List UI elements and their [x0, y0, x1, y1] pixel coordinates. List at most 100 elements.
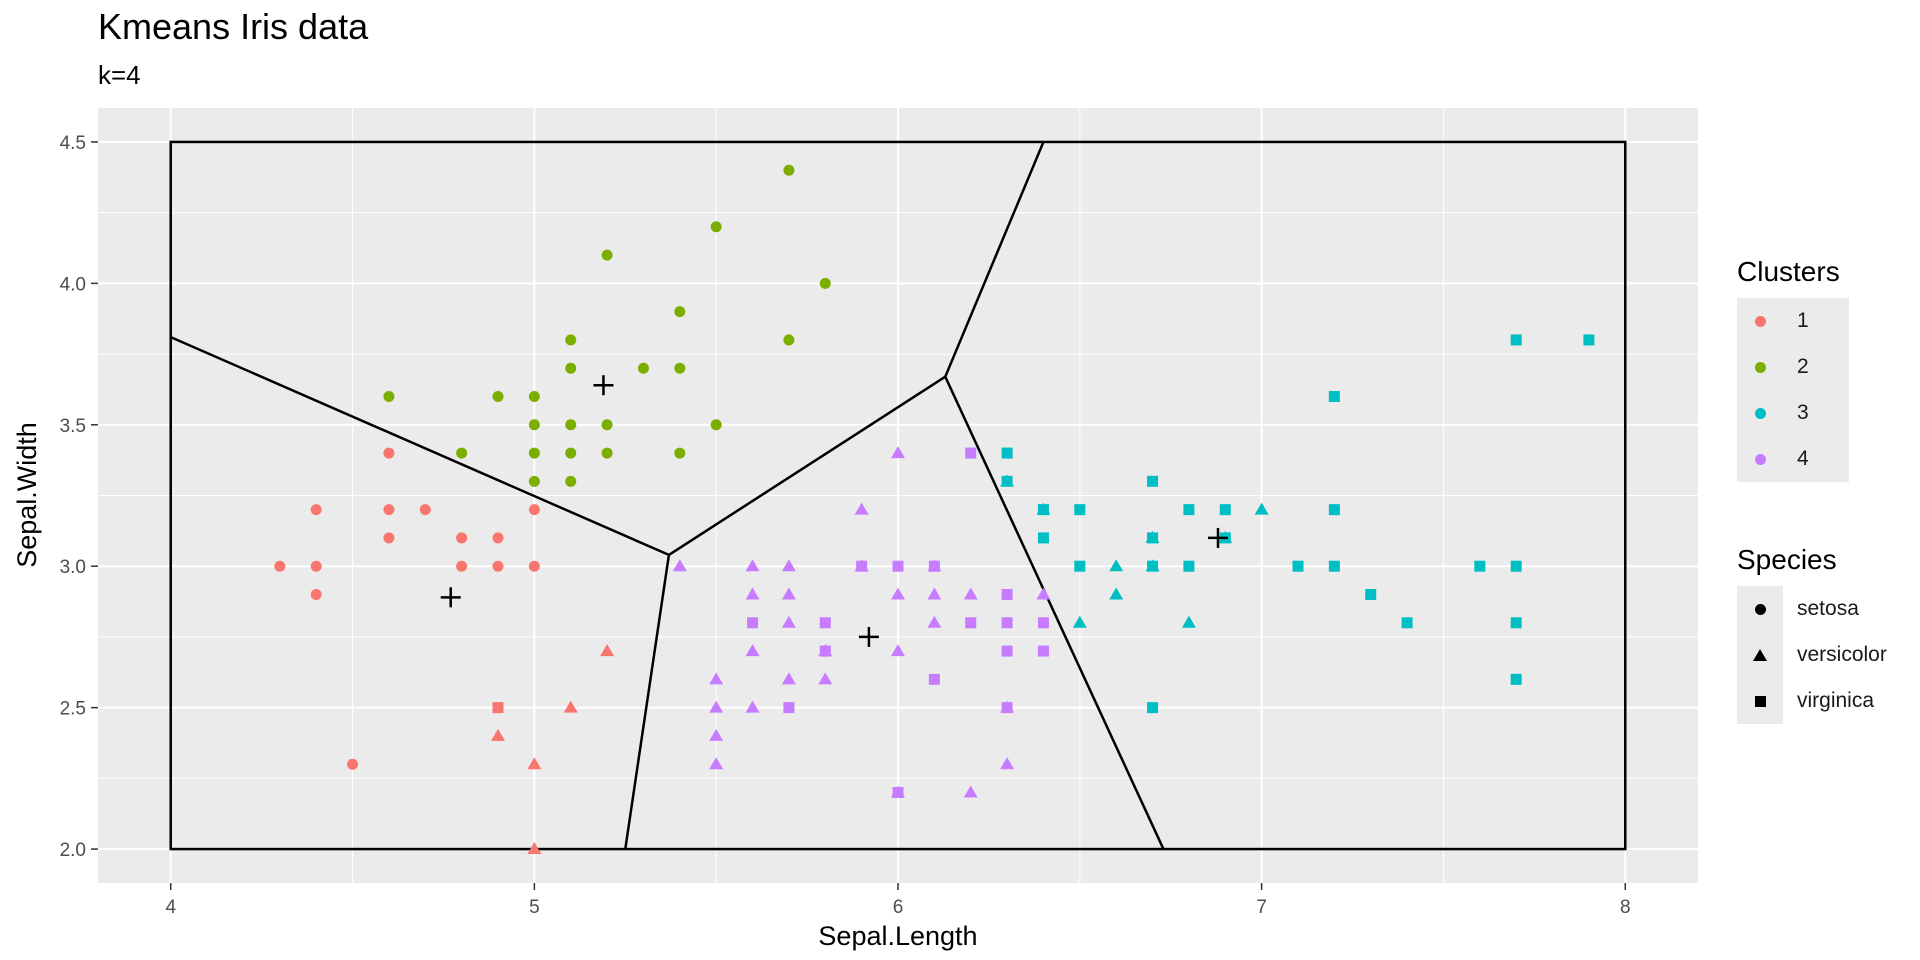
- data-point: [565, 362, 577, 374]
- data-point: [1510, 334, 1522, 346]
- data-point: [1072, 615, 1087, 628]
- legend-symbol: [1754, 407, 1766, 419]
- data-points: [274, 164, 1595, 855]
- y-tick-label: 3.0: [60, 557, 86, 578]
- data-point: [1037, 645, 1049, 657]
- data-point: [1328, 560, 1340, 572]
- legend-label: virginica: [1797, 689, 1875, 712]
- data-point: [928, 673, 940, 685]
- legend-key: [1737, 436, 1783, 482]
- legend-label: versicolor: [1797, 643, 1887, 666]
- data-point: [781, 587, 796, 600]
- data-point: [709, 728, 724, 741]
- legend-clusters: Clusters 1 2 3 4: [1737, 256, 1849, 482]
- data-point: [1109, 559, 1124, 572]
- data-point: [781, 615, 796, 628]
- voronoi-edge: [944, 376, 1165, 850]
- data-point: [892, 560, 904, 572]
- data-point: [419, 504, 431, 516]
- data-point: [1074, 504, 1086, 516]
- data-point: [709, 700, 724, 713]
- data-point: [601, 447, 613, 459]
- legend-symbol: [1754, 695, 1766, 707]
- data-point: [1583, 334, 1595, 346]
- data-point: [819, 617, 831, 629]
- data-point: [1037, 617, 1049, 629]
- data-point: [891, 644, 905, 657]
- data-point: [891, 446, 905, 459]
- data-point: [965, 617, 977, 629]
- data-point: [927, 587, 942, 600]
- data-point: [637, 362, 649, 374]
- y-tick-label: 4.0: [60, 274, 86, 295]
- legend-symbol: [1754, 603, 1766, 615]
- data-point: [563, 700, 578, 713]
- data-point: [818, 672, 833, 685]
- data-point: [1001, 447, 1013, 459]
- data-point: [492, 532, 504, 544]
- voronoi-edge: [944, 141, 1045, 378]
- data-point: [1037, 532, 1049, 544]
- x-tick-label: 7: [1256, 897, 1267, 918]
- data-point: [1510, 560, 1522, 572]
- data-point: [456, 532, 468, 544]
- cluster-center: [593, 375, 614, 396]
- x-tick-label: 6: [893, 897, 904, 918]
- y-axis-title: Sepal.Width: [12, 422, 42, 568]
- legend-item: 1: [1737, 298, 1849, 344]
- data-point: [1001, 702, 1013, 714]
- data-point: [565, 334, 577, 346]
- legend-clusters-keys: 1 2 3 4: [1737, 298, 1849, 482]
- legend-key: [1737, 344, 1783, 390]
- data-point: [781, 672, 796, 685]
- data-point: [492, 702, 504, 714]
- legend-key: [1737, 298, 1783, 344]
- data-point: [1183, 560, 1195, 572]
- data-point: [672, 559, 687, 572]
- legend-clusters-title: Clusters: [1737, 256, 1840, 287]
- data-point: [347, 758, 359, 770]
- x-tick-label: 5: [529, 897, 540, 918]
- voronoi-edge: [668, 375, 946, 556]
- data-point: [1147, 702, 1159, 714]
- data-point: [528, 419, 540, 431]
- data-point: [310, 588, 322, 600]
- data-point: [383, 532, 395, 544]
- y-tick-label: 2.0: [60, 840, 86, 861]
- data-point: [1000, 474, 1015, 487]
- x-axis-title: Sepal.Length: [818, 921, 977, 951]
- data-point: [492, 391, 504, 403]
- data-point: [745, 644, 760, 657]
- data-point: [310, 504, 322, 516]
- voronoi-regions: [169, 140, 1627, 851]
- data-point: [1074, 560, 1086, 572]
- legend-item: 3: [1737, 390, 1849, 436]
- data-point: [383, 504, 395, 516]
- data-point: [1292, 560, 1304, 572]
- cluster-centers: [440, 375, 1228, 647]
- legend-label: 1: [1797, 309, 1809, 332]
- voronoi-bounding-box: [169, 140, 1627, 851]
- data-point: [600, 644, 615, 657]
- data-point: [674, 447, 686, 459]
- legend-item: 4: [1737, 436, 1849, 482]
- data-point: [528, 447, 540, 459]
- data-point: [1365, 588, 1377, 600]
- data-point: [928, 560, 940, 572]
- data-point: [1510, 617, 1522, 629]
- data-point: [856, 560, 868, 572]
- data-point: [781, 559, 796, 572]
- data-point: [528, 560, 540, 572]
- data-point: [1036, 502, 1051, 515]
- data-point: [745, 587, 760, 600]
- data-point: [892, 786, 904, 798]
- data-point: [1183, 504, 1195, 516]
- data-point: [1145, 559, 1160, 572]
- legend-symbol: [1754, 315, 1766, 327]
- legend-key: [1737, 586, 1783, 632]
- legend-item: 2: [1737, 344, 1849, 390]
- data-point: [1328, 504, 1340, 516]
- data-point: [1181, 615, 1196, 628]
- legend-key: [1737, 632, 1783, 678]
- data-point: [1254, 502, 1269, 515]
